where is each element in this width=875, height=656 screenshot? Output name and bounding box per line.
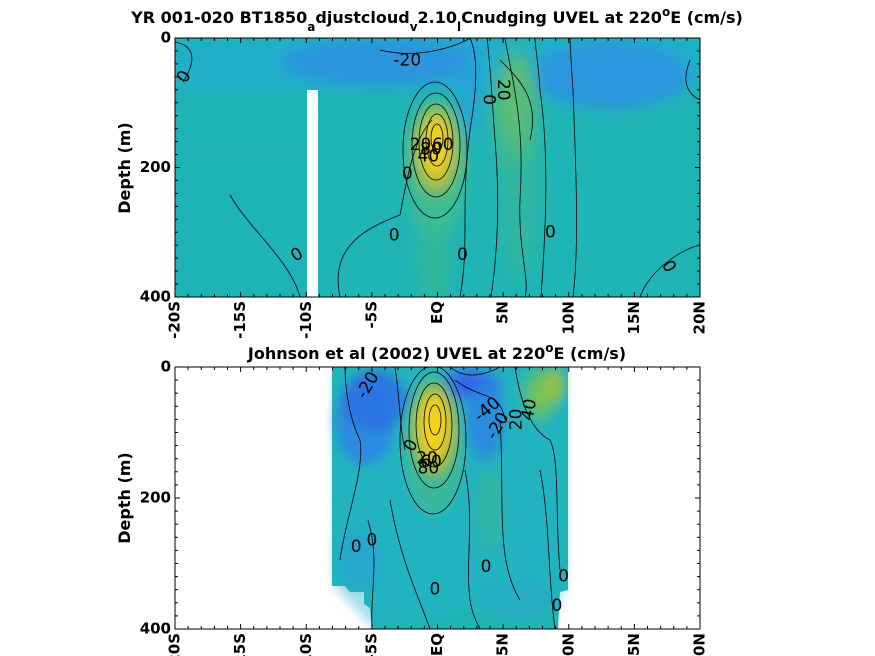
x-tick-label: 20N [691,301,709,334]
contour-label: 0 [402,164,413,184]
contour-label: 20 [506,409,526,431]
contour-label: 0 [558,567,569,587]
contour-label: 0 [545,222,556,242]
y-tick-label: 0 [161,29,171,47]
x-tick-label: 15N [625,633,643,656]
contour-label: 0 [429,580,440,600]
contour-label: 0 [481,557,492,577]
contour-label: 40 [518,397,541,422]
contour-label: 0 [479,94,499,105]
contour-label: -20 [393,51,421,71]
x-tick-label: EQ [428,301,446,324]
contour-label: 0 [366,531,377,551]
x-tick-label: -10S [297,633,315,656]
contour-label: 80 [417,459,439,479]
y-tick-label: 400 [140,620,171,638]
heatmap-model [175,38,700,297]
x-tick-label: -15S [231,633,249,656]
x-tick-label: -5S [362,633,380,656]
x-tick-label: -10S [297,301,315,339]
minor-ticks-model [174,37,701,298]
title-observed: Johnson et al (2002) UVEL at 220oE (cm/s… [247,341,626,363]
contour-label: 80 [420,139,442,159]
contour-label: 40 [417,146,439,166]
x-tick-label: 5N [494,633,512,656]
contour-label: 0 [351,537,362,557]
y-tick-label: 200 [140,489,171,507]
contour-label: 20 [410,135,432,155]
x-tick-label: 10N [559,633,577,656]
y-tick-label: 200 [140,158,171,176]
title-model: YR 001-020 BT1850adjustcloudv2.10lCnudgi… [130,5,743,34]
panel-model: YR 001-020 BT1850adjustcloudv2.10lCnudgi… [115,5,743,339]
x-tick-label: 15N [625,301,643,334]
x-tick-label: 5N [494,301,512,324]
x-tick-label: -20S [166,633,184,656]
y-tick-label: 0 [161,358,171,376]
contour-label: 0 [457,245,468,265]
x-tick-label: -20S [166,301,184,339]
contour-label: 20 [416,449,438,469]
x-ticks-observed: -20S -15S -10S -5S EQ 5N 10N 15N 20N [166,633,709,656]
contour-label: 20 [493,79,513,101]
y-tick-label: 400 [140,288,171,306]
contour-label: 0 [552,596,563,616]
ylabel-observed: Depth (m) [115,452,134,544]
contour-label: 0 [389,225,400,245]
x-tick-label: -15S [231,301,249,339]
heatmap-observed [332,367,568,629]
panel-observed: Johnson et al (2002) UVEL at 220oE (cm/s… [115,341,709,656]
minor-ticks-observed [174,366,701,630]
x-ticks-model: -20S -15S -10S -5S EQ 5N 10N 15N 20N [166,301,709,339]
x-tick-label: 10N [559,301,577,334]
x-tick-label: 20N [691,633,709,656]
x-tick-label: -5S [362,301,380,328]
y-ticks-observed: 0 200 400 [140,358,171,638]
contour-label: 60 [432,135,454,155]
y-ticks-model: 0 200 400 [140,29,171,306]
x-tick-label: EQ [428,633,446,656]
ylabel-model: Depth (m) [115,122,134,214]
contour-label: 60 [420,452,442,472]
